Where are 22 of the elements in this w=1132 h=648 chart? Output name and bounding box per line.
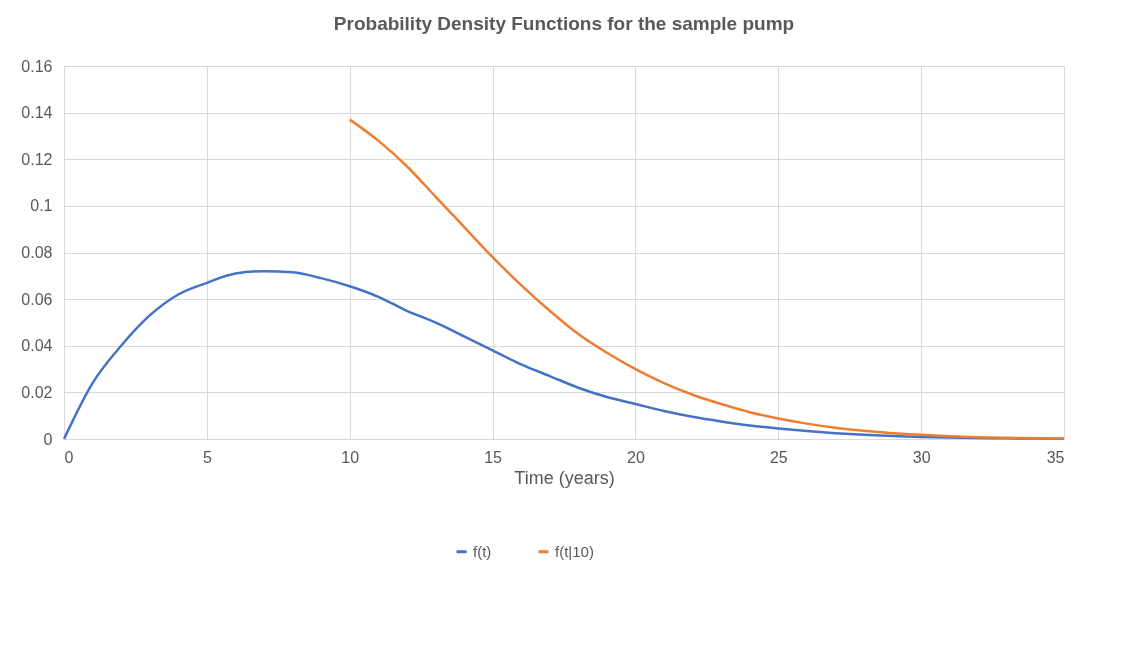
y-tick-label: 0.02 — [21, 383, 53, 401]
y-tick-label: 0 — [43, 430, 53, 448]
y-tick-label: 0.06 — [21, 290, 53, 308]
y-tick-label: 0.08 — [21, 244, 53, 261]
x-tick-label: 5 — [202, 448, 212, 466]
x-tick-label: 35 — [1046, 448, 1065, 466]
y-tick-label: 0.16 — [21, 57, 53, 75]
line-series — [348, 118, 1066, 440]
x-tick-label: 25 — [769, 448, 788, 466]
chart-title: Probability Density Functions for the sample pump — [333, 13, 795, 34]
x-axis-title: Time (years) — [514, 467, 615, 488]
x-tick-label: 15 — [484, 448, 503, 466]
y-tick-label: 0.14 — [21, 104, 53, 122]
x-tick-label: 0 — [64, 448, 74, 466]
y-tick-label: 0.12 — [21, 150, 53, 168]
legend-label: f(t|10) — [555, 542, 594, 560]
legend-label: f(t) — [473, 542, 492, 560]
x-tick-label: 30 — [912, 448, 931, 466]
y-tick-label: 0.1 — [30, 197, 53, 215]
x-tick-label: 10 — [341, 448, 360, 466]
y-tick-label: 0.04 — [21, 337, 53, 355]
x-tick-label: 20 — [627, 448, 645, 466]
